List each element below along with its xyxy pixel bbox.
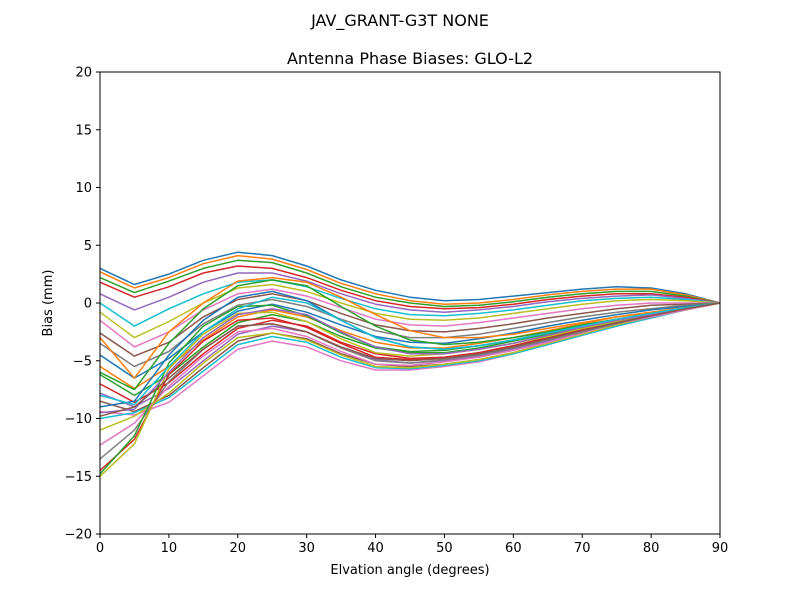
- x-tick-label: 20: [230, 541, 247, 556]
- series-line-29: [99, 296, 721, 406]
- series-line-6: [99, 279, 721, 327]
- series-line-8: [99, 288, 720, 348]
- series-line-18: [99, 302, 721, 420]
- chart-title: Antenna Phase Biases: GLO-L2: [287, 49, 533, 68]
- x-tick-label: 90: [712, 541, 729, 556]
- y-tick-label: 0: [84, 297, 92, 312]
- series-line-27: [99, 276, 721, 379]
- series-line-23: [99, 302, 721, 477]
- x-tick-label: 10: [161, 541, 178, 556]
- x-tick-label: 0: [96, 541, 104, 556]
- y-axis: −20 −15 −10 −5 0 5 10 15 20: [65, 66, 100, 543]
- y-tick-label: −5: [73, 354, 92, 369]
- y-tick-label: 5: [84, 239, 92, 254]
- series-layer: [99, 251, 721, 477]
- x-tick-label: 80: [643, 541, 660, 556]
- y-tick-label: −15: [65, 470, 92, 485]
- series-line-2: [99, 254, 721, 305]
- series-line-28: [99, 302, 721, 414]
- y-tick-label: 15: [75, 123, 92, 138]
- series-line-10: [99, 298, 721, 368]
- y-axis-label: Bias (mm): [41, 270, 56, 337]
- series-line-5: [99, 272, 721, 313]
- series-line-1: [99, 251, 721, 304]
- y-tick-label: 10: [75, 181, 92, 196]
- x-tick-label: 50: [436, 541, 453, 556]
- series-line-3: [99, 259, 721, 308]
- figure-suptitle: JAV_GRANT-G3T NONE: [310, 11, 489, 31]
- series-line-4: [99, 265, 721, 310]
- x-axis-label: Elvation angle (degrees): [330, 563, 489, 578]
- y-tick-label: −20: [65, 528, 92, 543]
- x-tick-label: 30: [298, 541, 315, 556]
- x-tick-label: 60: [505, 541, 522, 556]
- x-axis: 0 10 20 30 40 50 60 70 80 90: [96, 534, 728, 556]
- y-tick-label: 20: [75, 66, 92, 81]
- x-tick-label: 40: [367, 541, 384, 556]
- series-line-30: [99, 302, 721, 417]
- y-tick-label: −10: [65, 412, 92, 427]
- x-tick-label: 70: [574, 541, 591, 556]
- series-line-19: [99, 302, 721, 431]
